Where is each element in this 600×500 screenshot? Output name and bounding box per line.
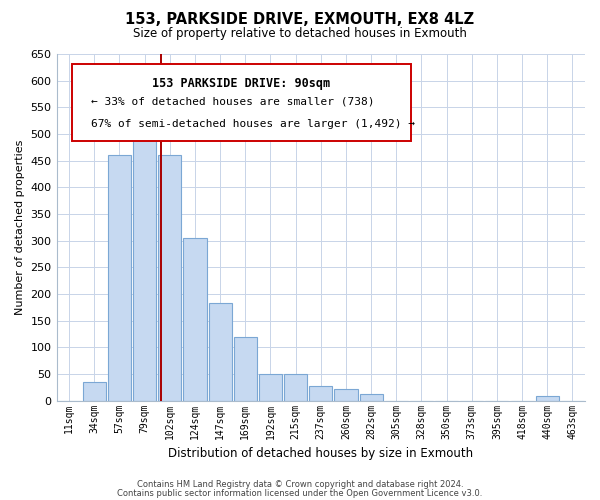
Bar: [184, 238, 206, 400]
Text: 153, PARKSIDE DRIVE, EXMOUTH, EX8 4LZ: 153, PARKSIDE DRIVE, EXMOUTH, EX8 4LZ: [125, 12, 475, 28]
Bar: [309, 386, 332, 400]
Text: 153 PARKSIDE DRIVE: 90sqm: 153 PARKSIDE DRIVE: 90sqm: [152, 76, 331, 90]
Text: Contains public sector information licensed under the Open Government Licence v3: Contains public sector information licen…: [118, 489, 482, 498]
Bar: [536, 396, 559, 400]
Text: 67% of semi-detached houses are larger (1,492) →: 67% of semi-detached houses are larger (…: [91, 119, 415, 129]
Bar: [359, 394, 383, 400]
Bar: [284, 374, 307, 400]
Bar: [133, 124, 156, 400]
X-axis label: Distribution of detached houses by size in Exmouth: Distribution of detached houses by size …: [168, 447, 473, 460]
Text: Contains HM Land Registry data © Crown copyright and database right 2024.: Contains HM Land Registry data © Crown c…: [137, 480, 463, 489]
Text: Size of property relative to detached houses in Exmouth: Size of property relative to detached ho…: [133, 28, 467, 40]
Bar: [158, 156, 181, 400]
Bar: [108, 156, 131, 400]
Bar: [209, 303, 232, 400]
Y-axis label: Number of detached properties: Number of detached properties: [15, 140, 25, 315]
FancyBboxPatch shape: [73, 64, 410, 140]
Bar: [259, 374, 282, 400]
Bar: [334, 389, 358, 400]
Text: ← 33% of detached houses are smaller (738): ← 33% of detached houses are smaller (73…: [91, 96, 374, 106]
Bar: [234, 336, 257, 400]
Bar: [83, 382, 106, 400]
